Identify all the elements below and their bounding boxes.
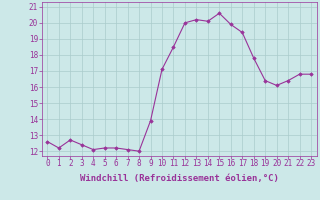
X-axis label: Windchill (Refroidissement éolien,°C): Windchill (Refroidissement éolien,°C)	[80, 174, 279, 183]
